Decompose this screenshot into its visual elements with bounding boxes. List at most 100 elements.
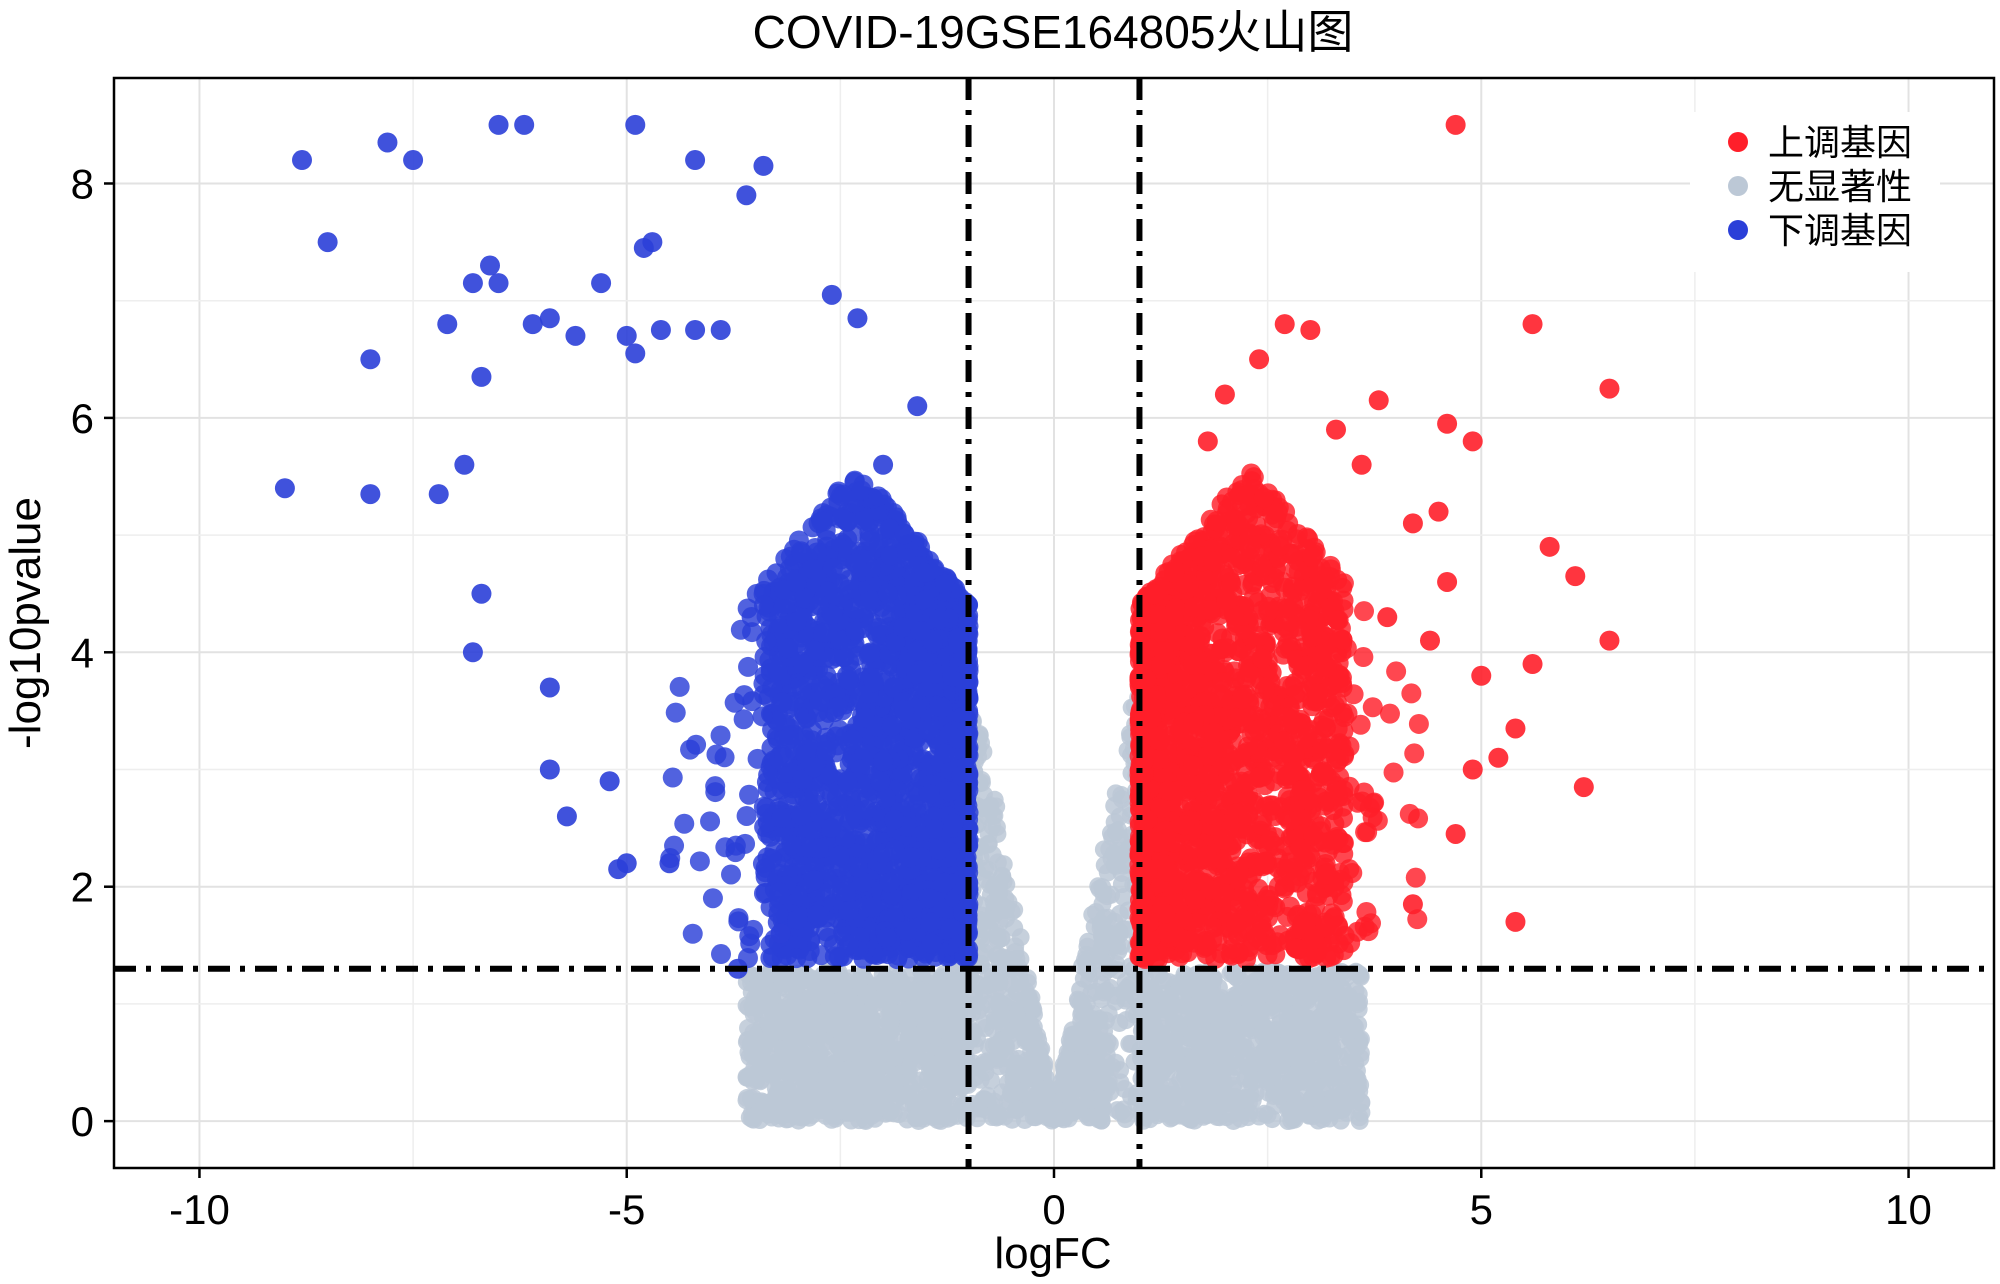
point-nonsignificant (1163, 1108, 1182, 1127)
point-down (943, 813, 964, 834)
point-nonsignificant (838, 1060, 857, 1079)
point-nonsignificant (816, 1074, 835, 1093)
point-down (856, 799, 877, 820)
point-nonsignificant (867, 1080, 886, 1099)
point-down (728, 911, 749, 932)
point-nonsignificant (791, 992, 810, 1011)
point-nonsignificant (1248, 1008, 1267, 1027)
point-nonsignificant (989, 877, 1008, 896)
point-nonsignificant (934, 985, 953, 1004)
point-nonsignificant (1328, 1066, 1347, 1085)
point-nonsignificant (1166, 1046, 1185, 1065)
point-down (786, 948, 807, 969)
point-down (860, 642, 881, 663)
point-nonsignificant (1341, 1053, 1360, 1072)
point-nonsignificant (1225, 1058, 1244, 1077)
point-down (710, 944, 731, 965)
point-down (804, 783, 825, 804)
point-nonsignificant (815, 1096, 834, 1115)
point-nonsignificant (1142, 1052, 1161, 1071)
point-nonsignificant (1105, 796, 1124, 815)
chart-title: COVID-19GSE164805火山图 (753, 6, 1354, 58)
point-down (827, 696, 848, 717)
point-down (736, 805, 757, 826)
point-down (881, 716, 902, 737)
point-nonsignificant (1096, 1037, 1115, 1056)
point-down (702, 888, 723, 909)
point-nonsignificant (1068, 990, 1087, 1009)
point-nonsignificant (927, 1021, 946, 1040)
point-down (845, 621, 866, 642)
point-down (837, 771, 858, 791)
point-nonsignificant (1091, 914, 1110, 933)
point-down (853, 510, 874, 531)
point-nonsignificant (972, 997, 991, 1016)
point-down (839, 934, 860, 955)
point-nonsignificant (1047, 1100, 1066, 1119)
point-down (689, 851, 710, 872)
point-down (902, 898, 923, 919)
point-down (791, 679, 812, 700)
point-down (734, 685, 755, 706)
point-nonsignificant (775, 1090, 794, 1109)
point-down (884, 809, 905, 830)
point-nonsignificant (1116, 972, 1135, 991)
point-down (918, 719, 939, 740)
point-down (894, 700, 915, 721)
point-nonsignificant (987, 818, 1006, 837)
point-nonsignificant (1101, 824, 1120, 843)
point-nonsignificant (1300, 1106, 1319, 1125)
point-down (884, 732, 905, 753)
point-nonsignificant (1258, 1070, 1277, 1089)
point-nonsignificant (1081, 1108, 1100, 1127)
point-down (873, 751, 894, 772)
point-down (779, 729, 800, 750)
point-nonsignificant (1098, 1076, 1117, 1095)
point-down (714, 747, 735, 768)
point-down (934, 872, 955, 893)
point-nonsignificant (898, 1017, 917, 1036)
point-down (761, 848, 782, 869)
point-down (957, 857, 978, 878)
point-down (829, 845, 850, 866)
point-down (674, 813, 695, 834)
point-down (947, 728, 968, 749)
point-up (1383, 762, 1404, 783)
point-down (767, 660, 788, 681)
point-nonsignificant (1258, 1029, 1277, 1048)
point-down (932, 697, 953, 718)
point-down (804, 757, 825, 778)
point-down (753, 595, 774, 616)
point-down (669, 676, 690, 697)
point-nonsignificant (1165, 1088, 1184, 1107)
point-nonsignificant (1296, 1038, 1315, 1057)
point-down (807, 904, 828, 925)
point-down (793, 654, 814, 675)
point-nonsignificant (1178, 1069, 1197, 1088)
point-nonsignificant (987, 797, 1006, 816)
point-nonsignificant (1002, 1085, 1021, 1104)
point-down (843, 729, 864, 750)
point-down (710, 725, 731, 746)
point-down (954, 793, 975, 814)
point-nonsignificant (1056, 1055, 1075, 1074)
point-down (940, 918, 961, 939)
point-nonsignificant (762, 1065, 781, 1084)
point-nonsignificant (1272, 1051, 1291, 1070)
point-down (802, 559, 823, 580)
point-down (899, 847, 920, 868)
point-nonsignificant (752, 1033, 771, 1052)
point-down (705, 776, 726, 797)
point-nonsignificant (1190, 1034, 1209, 1053)
point-down (893, 617, 914, 638)
point-nonsignificant (1195, 982, 1214, 1001)
point-nonsignificant (776, 1040, 795, 1059)
point-down (682, 923, 703, 944)
point-down (906, 664, 927, 685)
point-nonsignificant (1205, 1068, 1224, 1087)
point-nonsignificant (1079, 932, 1098, 951)
point-down (816, 740, 837, 761)
point-nonsignificant (978, 935, 997, 954)
point-down (752, 706, 773, 727)
point-down (914, 562, 935, 583)
